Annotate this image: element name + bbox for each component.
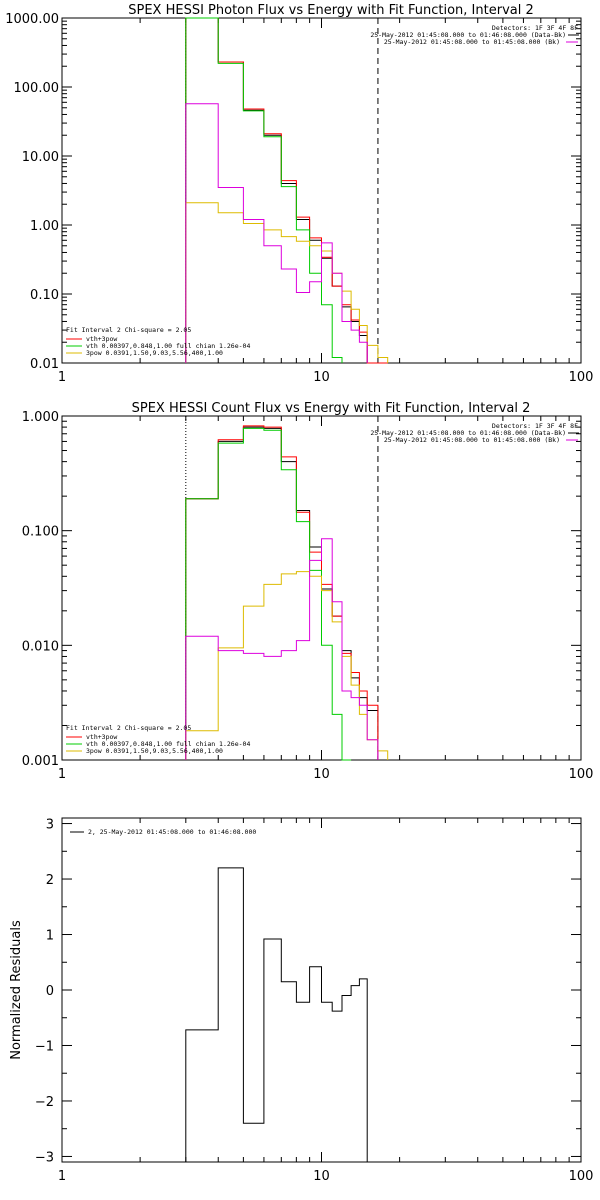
y-tick-label: 0.01 <box>30 357 59 372</box>
y-tick-label: 2 <box>46 873 54 888</box>
x-tick-label: 1 <box>58 767 66 782</box>
x-tick-label: 1 <box>58 370 66 385</box>
series-2-histogram <box>185 427 352 761</box>
x-tick-label: 100 <box>569 370 594 385</box>
y-tick-label: 1.000 <box>22 410 59 425</box>
residuals-axes <box>61 818 582 1162</box>
x-tick-label: 100 <box>569 767 594 782</box>
y-tick-label: 0.010 <box>22 639 59 654</box>
series-0-histogram <box>185 17 368 363</box>
series-0-histogram <box>185 426 379 760</box>
photon-fit-box: Fit Interval 2 Chi-square = 2.05 vth+3po… <box>66 326 250 357</box>
y-tick-label: 1000.00 <box>5 12 59 27</box>
photon-fit-vth: vth 0.00397,0.848,1.00 full chian 1.26e-… <box>86 342 250 350</box>
count-legend-detectors: Detectors: 1F 3F 4F 8F <box>492 422 578 430</box>
photon-fit-chisq: Fit Interval 2 Chi-square = 2.05 <box>66 326 191 334</box>
count-fit-vth: vth 0.00397,0.848,1.00 full chian 1.26e-… <box>86 740 250 748</box>
count-fit-box: Fit Interval 2 Chi-square = 2.05 vth+3po… <box>66 724 250 755</box>
x-tick-label: 10 <box>313 1169 330 1184</box>
count-legend-bk: 25-May-2012 01:45:08.000 to 01:45:08.000… <box>384 436 560 444</box>
photon-axes <box>61 17 582 364</box>
residuals-legend: 2, 25-May-2012 01:45:08.000 to 01:46:08.… <box>70 828 256 836</box>
series-4-histogram <box>185 538 379 760</box>
residuals-tick-labels: 1 10 100 −3 −2 −1 0 1 2 3 <box>35 818 594 1184</box>
y-tick-label: 0.100 <box>22 525 59 540</box>
y-tick-label: 100.00 <box>14 81 60 96</box>
series-1-histogram <box>185 17 388 364</box>
series-3-histogram <box>185 571 389 760</box>
count-chart-title: SPEX HESSI Count Flux vs Energy with Fit… <box>132 401 531 416</box>
photon-fit-total: vth+3pow <box>86 335 117 343</box>
x-tick-label: 100 <box>569 1169 594 1184</box>
y-tick-label: −2 <box>35 1095 54 1110</box>
photon-legend: Detectors: 1F 3F 4F 8F 25-May-2012 01:45… <box>370 24 579 46</box>
y-tick-label: 3 <box>46 818 54 833</box>
count-fit-3pow: 3pow 0.0391,1.50,9.03,5.56,400,1.00 <box>86 747 223 755</box>
residuals-series <box>185 867 368 1162</box>
photon-plot-frame <box>61 17 582 364</box>
photon-tick-labels: 1 10 100 0.01 0.10 1.00 10.00 100.00 1000.00 <box>5 12 593 385</box>
photon-legend-bk: 25-May-2012 01:45:08.000 to 01:45:08.000… <box>384 38 560 46</box>
x-tick-label: 1 <box>58 1169 66 1184</box>
count-series <box>185 425 389 761</box>
photon-legend-detectors: Detectors: 1F 3F 4F 8F <box>492 24 578 32</box>
residuals-y-axis-label: Normalized Residuals <box>9 920 24 1060</box>
y-tick-label: 0.001 <box>22 754 59 769</box>
photon-series <box>185 17 389 364</box>
series-4-histogram <box>185 103 368 363</box>
count-flux-panel: SPEX HESSI Count Flux vs Energy with Fit… <box>22 401 594 782</box>
series-3-histogram <box>185 202 389 363</box>
series-1-histogram <box>185 425 379 760</box>
photon-chart-title: SPEX HESSI Photon Flux vs Energy with Fi… <box>128 3 534 18</box>
y-tick-label: 1.00 <box>30 219 59 234</box>
y-tick-label: −1 <box>35 1039 54 1054</box>
count-fit-chisq: Fit Interval 2 Chi-square = 2.05 <box>66 724 191 732</box>
y-tick-label: 0 <box>46 984 54 999</box>
y-tick-label: 10.00 <box>22 150 59 165</box>
count-tick-labels: 1 10 100 0.001 0.010 0.100 1.000 <box>22 410 594 782</box>
count-fit-total: vth+3pow <box>86 733 117 741</box>
series-0-histogram <box>185 867 368 1162</box>
y-tick-label: 1 <box>46 929 54 944</box>
x-tick-label: 10 <box>313 767 330 782</box>
residuals-legend-label: 2, 25-May-2012 01:45:08.000 to 01:46:08.… <box>88 828 256 836</box>
photon-legend-data: 25-May-2012 01:45:08.000 to 01:46:08.000… <box>370 31 566 39</box>
residuals-panel: 1 10 100 −3 −2 −1 0 1 2 3 Normalized Residuals 2,… <box>9 817 594 1184</box>
photon-fit-3pow: 3pow 0.0391,1.50,9.03,5.56,400,1.00 <box>86 349 223 357</box>
y-tick-label: −3 <box>35 1150 54 1165</box>
x-tick-label: 10 <box>313 370 330 385</box>
y-tick-label: 0.10 <box>30 288 59 303</box>
count-legend-data: 25-May-2012 01:45:08.000 to 01:46:08.000… <box>370 429 566 437</box>
count-legend: Detectors: 1F 3F 4F 8F 25-May-2012 01:45… <box>370 422 579 444</box>
photon-flux-panel: SPEX HESSI Photon Flux vs Energy with Fi… <box>5 3 593 385</box>
series-2-histogram <box>185 17 343 363</box>
